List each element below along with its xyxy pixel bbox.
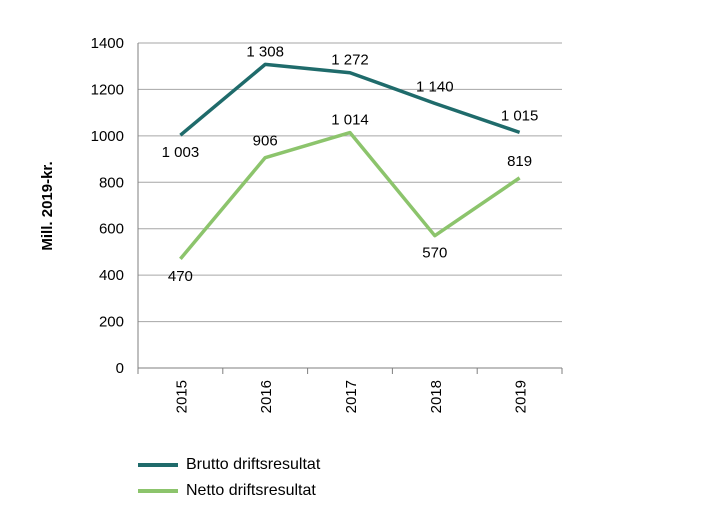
y-tick-400: 400 [99,267,124,284]
data-label-s0-2019: 1 015 [501,107,539,124]
data-label-s1-2019: 819 [507,153,532,170]
legend-item-brutto: Brutto driftsresultat [138,456,320,474]
x-tick-2017: 2017 [343,380,360,413]
series-lines [179,62,521,261]
legend-label-netto: Netto driftsresultat [186,482,316,499]
y-tick-1200: 1200 [91,81,124,98]
data-label-s1-2015: 470 [168,268,193,285]
x-tick-labels: 2015 2016 2017 2018 2019 [173,380,529,413]
y-tick-0: 0 [116,360,124,377]
x-tick-2015: 2015 [173,380,190,413]
data-label-s0-2015: 1 003 [162,144,200,161]
legend-label-brutto: Brutto driftsresultat [186,456,321,473]
y-tick-600: 600 [99,221,124,238]
legend-swatch-netto [138,489,178,493]
data-label-s0-2018: 1 140 [416,78,454,95]
y-tick-1000: 1000 [91,128,124,145]
series-line-0 [179,62,521,137]
x-tick-2019: 2019 [513,380,530,413]
data-labels: 1 003 1 308 1 272 1 140 1 015 470 906 1 014 570 8… [162,43,539,285]
x-tick-2016: 2016 [258,380,275,413]
y-tick-labels: 0 200 400 600 800 1000 1200 1400 [91,35,124,377]
y-tick-1400: 1400 [91,35,124,52]
data-label-s0-2016: 1 308 [246,43,284,60]
legend-item-netto: Netto driftsresultat [138,482,316,500]
data-label-s1-2018: 570 [422,245,447,262]
x-tick-2018: 2018 [428,380,445,413]
data-label-s1-2016: 906 [253,133,278,150]
series-line-1 [179,130,521,261]
y-tick-800: 800 [99,174,124,191]
y-tick-200: 200 [99,314,124,331]
y-axis-label: Mill. 2019-kr. [39,161,56,250]
data-label-s0-2017: 1 272 [331,52,369,69]
legend-swatch-brutto [138,463,178,467]
gridlines [137,42,563,374]
data-label-s1-2017: 1 014 [331,112,369,129]
